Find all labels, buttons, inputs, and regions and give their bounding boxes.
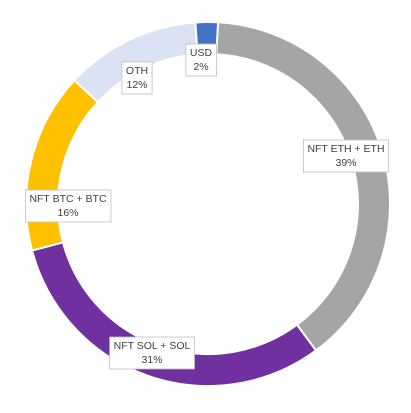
data-label-box: [303, 139, 389, 173]
slice-name-label: NFT ETH + ETH: [307, 143, 384, 155]
slice-name-label: NFT BTC + BTC: [29, 193, 107, 205]
slice-name-label: OTH: [126, 65, 148, 77]
slice-nft-eth-eth: [215, 21, 391, 352]
data-label-nft-eth-eth: NFT ETH + ETH 39%: [303, 139, 389, 173]
data-label-oth: OTH 12%: [121, 61, 153, 95]
data-label-box: [185, 43, 217, 77]
slice-percent-label: 31%: [141, 354, 162, 366]
slice-nft-btc-btc: [25, 78, 100, 252]
donut-slices: [25, 21, 391, 387]
data-label-nft-btc-btc: NFT BTC + BTC 16%: [25, 189, 112, 223]
slice-percent-label: 2%: [193, 61, 208, 73]
slice-name-label: USD: [190, 47, 213, 59]
data-label-nft-sol-sol: NFT SOL + SOL 31%: [109, 336, 195, 370]
data-label-box: [109, 336, 195, 370]
slice-percent-label: 16%: [57, 207, 78, 219]
data-label-box: [25, 189, 112, 223]
data-label-box: [121, 61, 153, 95]
slice-name-label: NFT SOL + SOL: [114, 340, 191, 352]
data-label-usd: USD 2%: [185, 43, 217, 77]
slice-percent-label: 39%: [335, 157, 356, 169]
slice-percent-label: 12%: [126, 79, 147, 91]
